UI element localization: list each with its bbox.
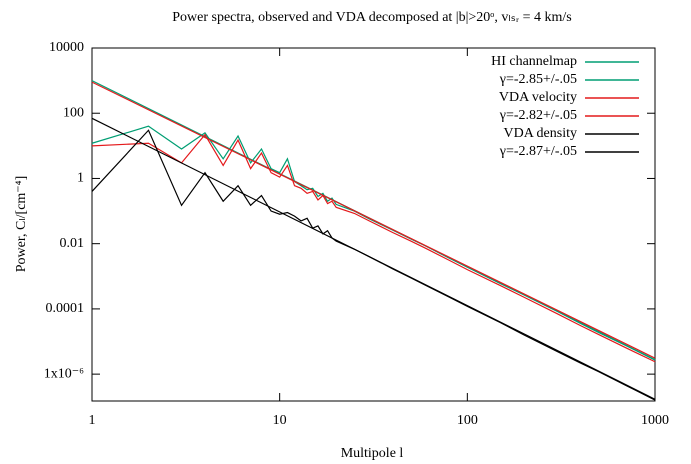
legend-label: VDA density: [504, 126, 578, 141]
series-line: [91, 117, 656, 400]
y-tick-label: 1x10⁻⁶: [44, 366, 84, 381]
plot-frame: [91, 47, 656, 402]
series-line: [91, 133, 656, 363]
y-tick-label: 0.01: [60, 236, 85, 251]
series-line: [91, 81, 656, 359]
x-tick-label: 1000: [641, 413, 669, 428]
y-tick-label: 100: [63, 105, 84, 120]
x-tick-label: 100: [457, 413, 478, 428]
legend-label: HI channelmap: [491, 54, 577, 69]
legend-label: γ=-2.85+/-.05: [499, 72, 577, 87]
legend-label: VDA velocity: [499, 90, 577, 105]
y-axis-label: Power, Cₗ/[cm⁻⁴]: [14, 176, 29, 272]
y-tick-label: 1: [77, 171, 84, 186]
legend-label: γ=-2.87+/-.05: [499, 144, 577, 159]
x-axis-label: Multipole l: [341, 446, 404, 461]
y-tick-label: 0.0001: [46, 301, 85, 316]
y-tick-label: 10000: [49, 40, 84, 55]
legend-label: γ=-2.82+/-.05: [499, 108, 577, 123]
x-tick-label: 1: [89, 413, 96, 428]
series-line: [91, 129, 656, 401]
chart-title: Power spectra, observed and VDA decompos…: [172, 10, 571, 25]
series-line: [91, 125, 656, 361]
x-tick-label: 10: [273, 413, 287, 428]
